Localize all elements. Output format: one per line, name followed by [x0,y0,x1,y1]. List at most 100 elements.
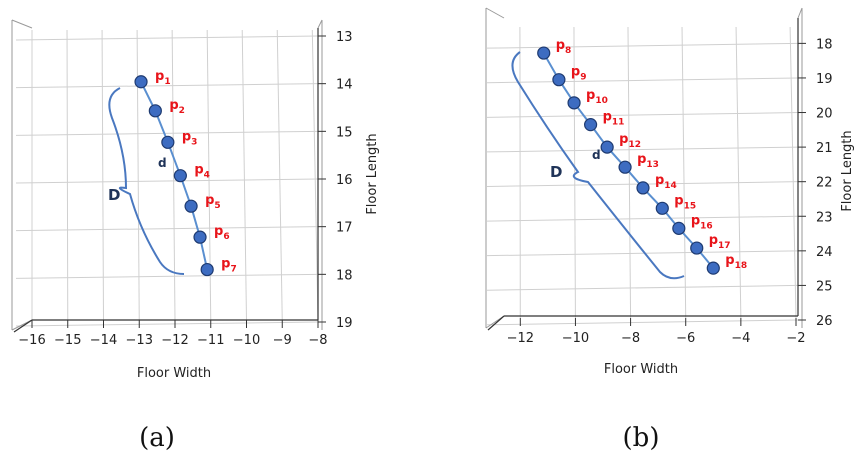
point-label-p12: p12 [619,132,641,150]
y-tick-label: 19 [336,316,353,331]
grid-line-y [15,273,319,279]
x-tick-label: −4 [731,331,750,346]
caption-a: (a) [139,423,175,453]
y-axis-title-a: Floor Length [365,133,380,214]
grid-line-x [573,26,576,319]
point-label-p16: p16 [691,213,713,231]
grid-line-x [66,29,69,321]
point-labels-a: p1 p2 p3 p4 p5 p6 p7 [155,69,237,275]
grid-line-y [15,178,319,184]
grid-line-y [486,215,799,222]
point-marker-p12 [600,140,614,154]
grid-line-x [735,26,742,319]
point-marker-p1 [134,75,148,89]
point-marker-p2 [148,104,162,118]
x-ticks-a: −16 −15 −14 −13 −12 −11 −10 −9 −8 [18,320,328,348]
point-marker-p6 [193,230,207,244]
y-tick-label: 15 [336,125,353,140]
point-labels-b: p8 p9 p10 p11 p12 p13 p14 p15 p16 p17 p18 [556,38,747,271]
grid-line-x [101,29,104,321]
point-label-p9: p9 [571,65,587,83]
point-label-p3: p3 [182,129,198,147]
y-ticks-b: 18 19 20 21 22 23 24 25 26 [798,37,833,329]
x-tick-label: −8 [621,331,640,346]
markers-a [134,75,214,277]
y-tick-label: 20 [816,107,833,122]
x-tick-label: −15 [54,333,81,348]
point-marker-p17 [690,241,704,255]
point-label-p8: p8 [556,38,572,56]
grid-line-y [486,42,799,49]
y-tick-label: 16 [336,173,353,188]
y-tick-label: 17 [336,221,353,236]
annotation-d-a: d [158,156,167,170]
x-tick-label: −10 [562,331,589,346]
markers-b [537,46,720,275]
x-tick-label: −11 [197,333,224,348]
grid-line-x [311,29,319,321]
point-marker-p16 [672,221,686,235]
point-label-p2: p2 [169,98,185,116]
y-tick-label: 26 [816,314,833,329]
x-axis-title-a: Floor Width [137,366,211,381]
grid-line-y [486,319,799,326]
point-label-p6: p6 [214,224,230,242]
y-tick-label: 18 [816,37,833,52]
point-label-p5: p5 [205,193,221,211]
caption-b: (b) [623,423,660,453]
point-label-p15: p15 [674,193,696,211]
y-tick-label: 25 [816,279,833,294]
point-label-p13: p13 [637,152,659,170]
grid-line-y [15,130,319,136]
point-marker-p5 [184,199,198,213]
x-tick-label: −12 [507,331,534,346]
x-ticks-b: −12 −10 −8 −6 −4 −2 [507,318,806,346]
grid-line-y [15,35,319,41]
brace-big-a [108,87,185,275]
point-marker-p13 [618,160,632,174]
point-marker-p18 [706,261,720,275]
point-marker-p4 [173,169,187,183]
grid-line-x [276,29,283,321]
grid-line-x [789,26,797,319]
annotation-D-a: D [108,186,120,204]
x-axis-title-b: Floor Width [604,362,678,377]
point-label-p18: p18 [725,253,747,271]
grid-line-x [241,29,247,321]
point-label-p11: p11 [603,110,625,128]
grid-line-x [681,26,687,319]
y-axis-title-b: Floor Length [840,130,854,211]
x-tick-label: −2 [786,331,805,346]
point-marker-p10 [567,96,581,110]
grid-line-x [171,29,176,321]
y-tick-label: 13 [336,30,353,45]
x-tick-label: −13 [126,333,153,348]
panel-b: −12 −10 −8 −6 −4 −2 18 19 20 21 22 23 24 25 26 Floor … [485,7,854,377]
x-tick-label: −6 [676,331,695,346]
point-marker-p14 [636,181,650,195]
x-tick-label: −8 [308,333,327,348]
point-marker-p9 [552,73,566,87]
y-ticks-a: 13 14 15 16 17 18 19 [318,30,353,331]
y-tick-label: 21 [816,141,833,156]
frame-b-dark [487,18,799,331]
annotation-D-b: D [550,163,562,181]
point-label-p1: p1 [155,69,171,87]
point-marker-p15 [655,201,669,215]
grid-line-y [486,146,799,153]
y-tick-label: 23 [816,210,833,225]
point-label-p17: p17 [709,233,731,251]
grid-line-y [486,250,799,257]
point-label-p14: p14 [655,173,677,191]
point-marker-p8 [537,46,551,60]
point-marker-p11 [584,118,598,132]
frame-a [11,19,323,331]
grid-line-y [15,226,319,232]
grid-line-y [486,77,799,84]
y-tick-label: 19 [816,72,833,87]
y-tick-label: 22 [816,176,833,191]
y-tick-label: 18 [336,268,353,283]
grid-line-y [15,83,319,89]
point-marker-p3 [161,135,175,149]
